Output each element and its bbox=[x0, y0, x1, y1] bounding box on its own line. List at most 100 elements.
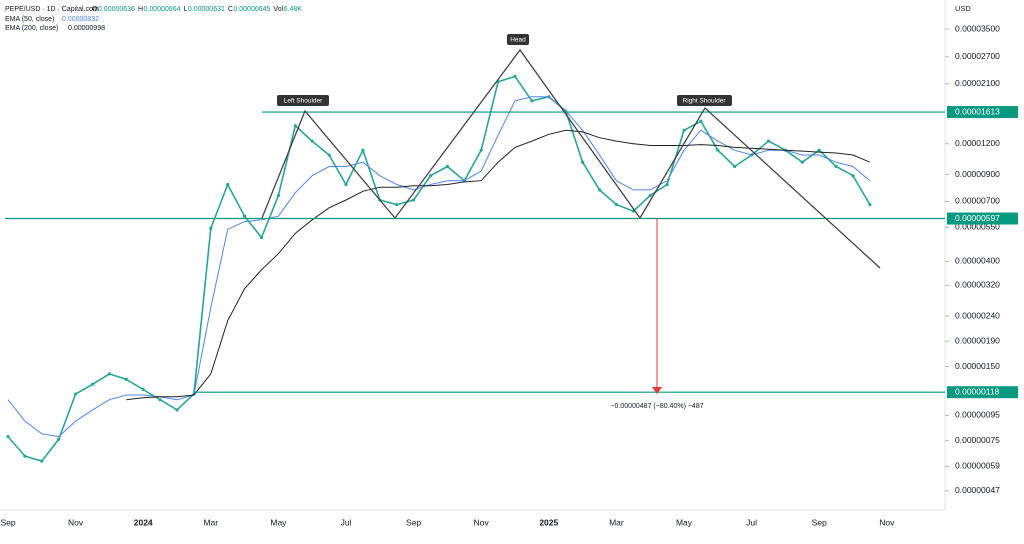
y-tick-label: 0.00001200 bbox=[955, 138, 1000, 148]
plot bbox=[5, 74, 945, 463]
price-point bbox=[293, 124, 297, 128]
left-shoulder-label: Left Shoulder bbox=[284, 98, 324, 105]
x-tick-label: Nov bbox=[474, 517, 490, 527]
price-point bbox=[107, 372, 111, 376]
price-point bbox=[74, 392, 78, 396]
y-tick-label: 0.00000900 bbox=[955, 169, 1000, 179]
x-tick-label: May bbox=[676, 517, 693, 527]
ohlcv-value: 6.48K bbox=[284, 6, 303, 13]
ohlcv-key: O bbox=[92, 6, 98, 13]
price-point bbox=[23, 454, 27, 458]
x-tick-label: Nov bbox=[879, 517, 895, 527]
ema-line bbox=[7, 96, 871, 438]
y-tick-label: 0.00002700 bbox=[955, 51, 1000, 61]
price-point bbox=[141, 387, 145, 392]
ohlcv-key: Vol bbox=[273, 6, 283, 13]
ohlcv-key: L bbox=[183, 6, 187, 13]
level-badge bbox=[947, 386, 1018, 399]
price-point bbox=[226, 182, 230, 187]
ohlcv-value: 0.00000645 bbox=[233, 6, 270, 13]
ohlcv-value: 0.00000664 bbox=[144, 6, 181, 13]
price-point bbox=[665, 182, 669, 187]
head-label: Head bbox=[510, 37, 526, 44]
price-point bbox=[530, 99, 534, 103]
price-point bbox=[445, 164, 449, 169]
level-badge bbox=[947, 106, 1018, 119]
level-label: 0.00000597 bbox=[955, 213, 1000, 223]
ema-line bbox=[126, 129, 871, 401]
y-tick-label: 0.00000059 bbox=[955, 461, 1000, 471]
arrow-head bbox=[652, 387, 662, 394]
level-label: 0.00000118 bbox=[955, 386, 1000, 396]
price-point bbox=[344, 182, 348, 187]
y-tick-label: 0.00000150 bbox=[955, 361, 1000, 371]
right-shoulder-label: Right Shoulder bbox=[683, 98, 727, 105]
legend-value: 0.00000998 bbox=[68, 25, 105, 32]
y-tick-label: 0.00000550 bbox=[955, 222, 1000, 232]
price-point bbox=[479, 148, 483, 152]
ohlcv-key: C bbox=[228, 6, 233, 13]
price-point bbox=[327, 153, 331, 157]
price-point bbox=[733, 164, 737, 169]
price-point bbox=[361, 148, 365, 152]
x-tick-label: 2024 bbox=[134, 517, 153, 527]
y-tick-label: 0.00000190 bbox=[955, 335, 1000, 345]
y-tick-label: 0.00002100 bbox=[955, 78, 1000, 88]
price-point bbox=[581, 160, 585, 164]
ohlcv-value: 0.00000636 bbox=[98, 6, 135, 13]
price-point bbox=[834, 164, 838, 169]
price-point bbox=[513, 74, 517, 78]
y-tick-label: 0.00000320 bbox=[955, 280, 1000, 290]
price-point bbox=[428, 174, 433, 178]
legend-entry: EMA (200, close) bbox=[5, 25, 58, 32]
y-unit: USD bbox=[955, 4, 971, 13]
price-point bbox=[209, 226, 213, 230]
x-tick-label: Sep bbox=[406, 517, 421, 527]
ohlcv-value: 0.00000631 bbox=[188, 6, 225, 13]
label-box bbox=[507, 34, 529, 45]
y-tick-label: 0.00000240 bbox=[955, 310, 1000, 320]
symbol: PEPE/USD · 1D · Capital.com bbox=[5, 6, 99, 13]
price-point bbox=[158, 398, 162, 402]
price-point bbox=[851, 174, 855, 178]
y-tick-label: 0.00000700 bbox=[955, 196, 1000, 206]
price-point bbox=[259, 235, 264, 240]
y-tick-label: 0.00000095 bbox=[955, 410, 1000, 420]
price-point bbox=[766, 139, 771, 143]
price-point bbox=[716, 148, 720, 152]
ohlcv-key: H bbox=[138, 6, 143, 13]
price-point bbox=[276, 193, 280, 198]
y-tick-label: 0.00000400 bbox=[955, 256, 1000, 266]
price-point bbox=[310, 139, 314, 143]
x-tick-label: 2025 bbox=[539, 517, 558, 527]
price-point bbox=[648, 193, 652, 198]
x-tick-label: Nov bbox=[68, 517, 84, 527]
x-tick-label: Mar bbox=[203, 517, 218, 527]
price-point bbox=[412, 198, 416, 202]
x-tick-label: May bbox=[270, 517, 287, 527]
ohlcv: O 0.00000636 H 0.00000664 L 0.00000631 C 0.0000… bbox=[92, 6, 302, 13]
measure-label: −0.00000487 (−80.40%) −487 bbox=[610, 403, 703, 410]
y-tick-label: 0.00003500 bbox=[955, 23, 1000, 33]
price-point bbox=[57, 437, 61, 441]
y-tick-label: 0.00000047 bbox=[955, 485, 1000, 495]
price-point bbox=[90, 382, 95, 386]
label-box bbox=[277, 95, 329, 106]
level-label: 0.00001613 bbox=[955, 106, 1000, 116]
price-point bbox=[817, 148, 821, 152]
price-point bbox=[800, 160, 804, 164]
price-point bbox=[6, 434, 10, 439]
price-point bbox=[395, 202, 399, 207]
x-tick-label: Jul bbox=[341, 517, 352, 527]
price-point bbox=[699, 119, 703, 123]
price-point bbox=[682, 128, 686, 132]
level-badge bbox=[947, 212, 1018, 225]
x-tick-label: Mar bbox=[609, 517, 624, 527]
y-tick-label: 0.00000075 bbox=[955, 435, 1000, 445]
price-point bbox=[243, 214, 247, 218]
legend-value: 0.00000832 bbox=[62, 16, 99, 23]
price-point bbox=[40, 459, 44, 463]
legend-entry: EMA (50, close) bbox=[5, 16, 54, 23]
